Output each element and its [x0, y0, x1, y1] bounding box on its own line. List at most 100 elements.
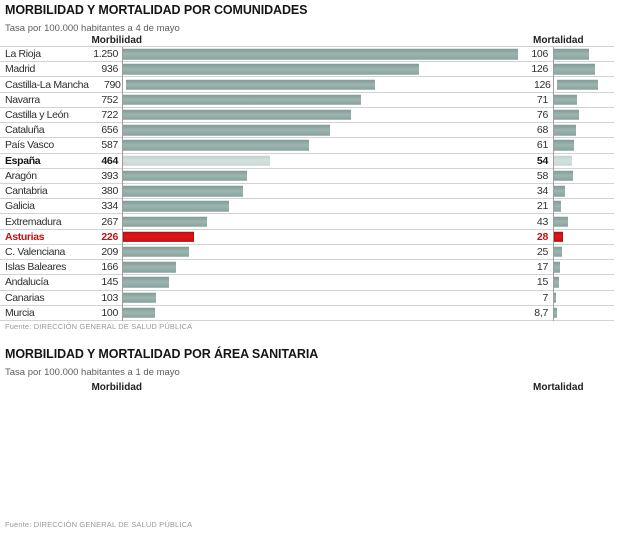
- morbidity-bar-track: [118, 306, 521, 320]
- row-label: Murcia: [5, 306, 35, 319]
- table-row: La Rioja 1.250 106: [0, 47, 614, 63]
- mortality-bar: [554, 261, 560, 273]
- mortality-bar: [554, 94, 578, 106]
- morbidity-bar-track: [118, 230, 521, 244]
- mortality-column-header: Mortalidad: [533, 35, 584, 46]
- mortality-value: 34: [536, 185, 548, 198]
- morbidity-bar: [123, 64, 419, 75]
- row-label: Andalucía: [5, 276, 49, 289]
- morbidity-bar-track: [118, 138, 521, 152]
- mortality-value: 28: [536, 230, 548, 243]
- morbidity-value: 209: [101, 245, 118, 258]
- mortality-value: 7: [542, 291, 548, 304]
- morbidity-bar: [123, 246, 189, 258]
- morbidity-bar-track: [121, 77, 524, 91]
- morbidity-axis-line: [122, 47, 123, 321]
- mortality-value: 61: [536, 139, 548, 152]
- mortality-bar-track: [548, 199, 614, 213]
- morbidity-value: 334: [101, 200, 118, 213]
- mortality-axis-line: [553, 47, 554, 321]
- table-row: Extremadura 267 43: [0, 214, 614, 230]
- morbidity-bar-track: [118, 169, 521, 183]
- mortality-bar-track: [548, 275, 614, 289]
- table-row: Murcia 100 8,7: [0, 306, 614, 321]
- row-label: Cataluña: [5, 124, 45, 137]
- morbidity-bar-track: [118, 184, 521, 198]
- morbidity-bar-track: [118, 245, 521, 259]
- morbidity-value: 464: [101, 154, 118, 167]
- morbidity-value: 267: [101, 215, 118, 228]
- row-label: C. Valenciana: [5, 245, 66, 258]
- mortality-value: 76: [536, 108, 548, 121]
- table-row: Andalucía 145 15: [0, 275, 614, 291]
- mortality-value: 8,7: [534, 306, 548, 319]
- mortality-bar-track: [548, 230, 614, 244]
- mortality-bar-track: [548, 260, 614, 274]
- row-label: Navarra: [5, 93, 40, 106]
- mortality-bar-track: [548, 245, 614, 259]
- morbidity-bar: [123, 124, 331, 136]
- morbidity-value: 380: [101, 185, 118, 198]
- morbidity-bar-track: [118, 154, 521, 168]
- morbidity-column-header: Morbilidad: [91, 382, 142, 393]
- morbidity-bar-track: [118, 199, 521, 213]
- mortality-value: 126: [533, 78, 551, 91]
- table-row: País Vasco 587 61: [0, 138, 614, 154]
- table-row: Navarra 752 71: [0, 93, 614, 108]
- mortality-value: 106: [531, 48, 548, 61]
- morbidity-bar-track: [118, 214, 521, 228]
- mortality-bar: [554, 155, 572, 166]
- morbidity-bar: [123, 201, 229, 212]
- table-row: Galicia 334 21: [0, 199, 614, 215]
- morbidity-value: 936: [101, 63, 118, 76]
- mortality-bar: [554, 109, 579, 121]
- mortality-bar: [554, 124, 577, 136]
- chart-subtitle: Tasa por 100.000 habitantes a 1 de mayo: [5, 367, 180, 378]
- chart-title: MORBILIDAD Y MORTALIDAD POR ÁREA SANITAR…: [5, 347, 319, 361]
- chart-subtitle: Tasa por 100.000 habitantes a 4 de mayo: [5, 23, 180, 34]
- mortality-bar: [554, 246, 563, 258]
- mortality-bar: [554, 292, 557, 303]
- morbidity-bar-track: [118, 93, 521, 107]
- morbidity-value: 1.250: [93, 48, 118, 61]
- mortality-bar: [554, 231, 564, 242]
- mortality-bar: [554, 64, 595, 75]
- morbidity-bar: [123, 261, 176, 273]
- morbidity-column-header: Morbilidad: [91, 35, 142, 46]
- table-row: Cataluña 656 68: [0, 123, 614, 139]
- mortality-column-header: Mortalidad: [533, 382, 584, 393]
- mortality-bar-track: [548, 184, 614, 198]
- morbidity-bar: [123, 109, 352, 121]
- mortality-value: 43: [536, 215, 548, 228]
- row-label: Aragón: [5, 169, 37, 182]
- morbidity-bar: [123, 155, 270, 166]
- source-note: Fuente: DIRECCIÓN GENERAL DE SALUD PÚBLI…: [5, 322, 193, 331]
- morbidity-bar: [123, 292, 156, 303]
- chart-title: MORBILIDAD Y MORTALIDAD POR COMUNIDADES: [5, 3, 308, 17]
- mortality-value: 21: [536, 200, 548, 213]
- morbidity-value: 103: [101, 291, 118, 304]
- mortality-value: 25: [536, 245, 548, 258]
- mortality-bar: [554, 307, 557, 319]
- morbidity-bar: [123, 277, 169, 288]
- row-label: Castilla-La Mancha: [5, 78, 89, 91]
- mortality-value: 58: [536, 169, 548, 182]
- morbidity-value: 722: [101, 108, 118, 121]
- mortality-bar-track: [551, 77, 614, 91]
- row-label: Galicia: [5, 200, 35, 213]
- table-row: Canarias 103 7: [0, 291, 614, 306]
- morbidity-bar: [123, 94, 361, 106]
- mortality-bar-track: [548, 62, 614, 76]
- morbidity-bar: [123, 140, 309, 151]
- mortality-bar-track: [548, 306, 614, 320]
- morbidity-value: 100: [101, 306, 118, 319]
- morbidity-bar-track: [118, 123, 521, 137]
- row-label: Extremadura: [5, 215, 62, 228]
- mortality-bar: [556, 79, 598, 90]
- table-row: Islas Baleares 166 17: [0, 260, 614, 276]
- mortality-value: 68: [536, 124, 548, 137]
- mortality-bar-track: [548, 123, 614, 137]
- row-label: Madrid: [5, 63, 35, 76]
- row-label: La Rioja: [5, 48, 41, 61]
- table-row: Asturias 226 28: [0, 230, 614, 245]
